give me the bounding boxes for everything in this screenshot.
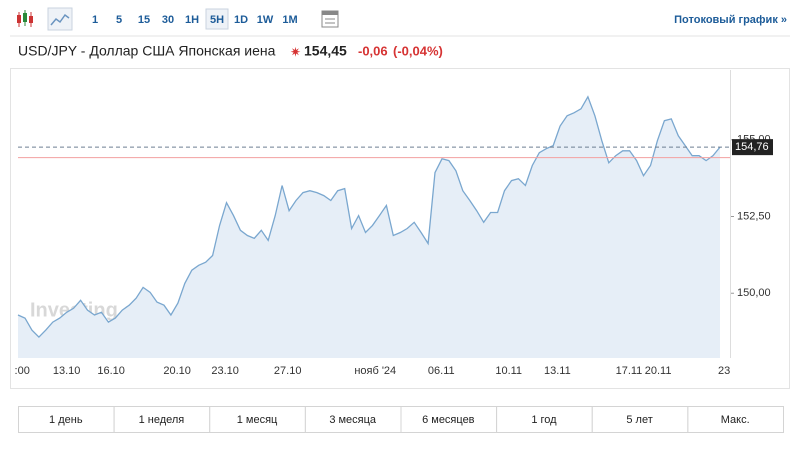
y-tick-label: 152,50 [737, 210, 771, 222]
interval-button[interactable]: 30 [162, 14, 174, 26]
x-tick-label: 27.10 [274, 365, 302, 377]
line-chart-icon[interactable] [47, 7, 73, 31]
interval-button[interactable]: 5H [210, 14, 224, 26]
candle-icon[interactable] [17, 10, 33, 27]
price: 154,45 [304, 43, 347, 59]
range-label[interactable]: 5 лет [626, 414, 652, 426]
x-tick-label: нояб '24 [354, 365, 396, 377]
area-fill [18, 96, 720, 359]
interval-button[interactable]: 1W [257, 14, 274, 26]
range-label[interactable]: 3 месяца [329, 414, 377, 426]
x-tick-label: 20.10 [163, 365, 191, 377]
x-tick-label: 23 [718, 365, 730, 377]
range-button[interactable] [304, 406, 402, 433]
instrument-name: USD/JPY - Доллар США Японская иена [18, 43, 276, 59]
x-tick-label: 13.11 [544, 365, 571, 377]
range-button[interactable] [687, 406, 784, 433]
last-price-label: 154,76 [735, 141, 769, 153]
range-label[interactable]: Макс. [721, 414, 750, 426]
status-icon: ✷ [290, 44, 301, 59]
x-tick-label: 20.11 [645, 365, 672, 377]
x-tick-label: 13.10 [53, 365, 81, 377]
streaming-link[interactable]: Потоковый график » [674, 14, 787, 26]
change: -0,06 [358, 43, 388, 58]
range-button[interactable] [591, 406, 689, 433]
range-label[interactable]: 1 год [531, 414, 557, 426]
interval-button[interactable]: 1 [92, 14, 98, 26]
x-tick-label: 10.11 [495, 365, 522, 377]
change-percent: (-0,04%) [393, 43, 443, 58]
x-tick-label: 16.10 [97, 365, 125, 377]
range-button[interactable] [113, 406, 211, 433]
interval-button[interactable]: 1M [282, 14, 297, 26]
range-label[interactable]: 1 неделя [139, 414, 185, 426]
price-line [17, 95, 721, 339]
interval-button[interactable]: 15 [138, 14, 150, 26]
x-tick-label: 06.11 [428, 365, 455, 377]
range-button[interactable] [400, 406, 498, 433]
range-label[interactable]: 1 день [49, 414, 83, 426]
y-tick-label: 150,00 [737, 287, 771, 299]
range-label[interactable]: 6 месяцев [422, 414, 475, 426]
interval-button[interactable]: 5 [116, 14, 122, 26]
range-button[interactable] [209, 406, 306, 433]
interval-selected [205, 8, 229, 30]
x-tick-label: 17.11 [616, 365, 643, 377]
interval-button[interactable]: 1D [234, 14, 248, 26]
interval-button[interactable]: 1H [185, 14, 199, 26]
chart-frame [10, 68, 790, 389]
last-price-badge [732, 139, 773, 156]
x-tick-label: :00 [15, 365, 30, 377]
table-icon[interactable] [321, 10, 339, 28]
x-tick-label: 23.10 [211, 365, 239, 377]
range-label[interactable]: 1 месяц [237, 414, 278, 426]
